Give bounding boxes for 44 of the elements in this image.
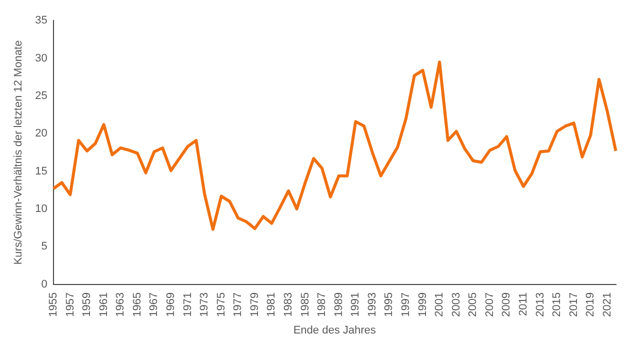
x-tick-label: 1991 (350, 292, 362, 317)
y-tick-label: 25 (35, 90, 48, 102)
x-tick-label: 2007 (484, 292, 496, 317)
x-tick-label: 1957 (64, 292, 76, 317)
x-tick-label: 2021 (601, 292, 614, 317)
x-tick-label: 1963 (114, 292, 127, 317)
x-tick-label: 1981 (266, 292, 278, 317)
y-tick-label: 35 (35, 14, 48, 27)
x-tick-label: 1993 (366, 292, 378, 317)
x-tick-label: 1961 (98, 292, 110, 317)
x-tick-label: 1965 (131, 292, 144, 317)
x-tick-label: 1995 (383, 292, 396, 317)
y-tick-label: 0 (41, 278, 48, 290)
x-tick-label: 2013 (534, 292, 546, 317)
x-tick-label: 1977 (232, 292, 244, 317)
x-tick-label: 2003 (450, 292, 462, 317)
y-tick-label: 5 (41, 240, 48, 253)
x-tick-label: 1969 (164, 292, 177, 317)
x-tick-label: 1983 (282, 292, 294, 317)
x-tick-label: 2005 (467, 292, 480, 317)
x-tick-label: 1971 (182, 292, 194, 317)
x-tick-label: 1973 (198, 292, 211, 317)
x-tick-label: 2011 (518, 292, 530, 316)
x-tick-label: 2015 (551, 292, 564, 317)
x-tick-label: 1979 (248, 292, 261, 317)
x-tick-label: 2019 (584, 292, 597, 317)
x-tick-label: 1985 (299, 292, 312, 317)
y-tick-label: 30 (35, 52, 48, 64)
y-tick-label: 10 (35, 203, 48, 216)
x-tick-label: 1967 (148, 292, 160, 317)
x-tick-label: 1955 (47, 292, 60, 317)
x-tick-label: 1997 (400, 292, 412, 317)
x-axis-title: Ende des Jahres (293, 324, 376, 336)
x-tick-label: 1975 (215, 292, 228, 317)
x-tick-label: 2017 (568, 292, 580, 317)
y-tick-label: 20 (35, 128, 48, 140)
x-tick-label: 1987 (316, 292, 328, 317)
x-tick-label: 2009 (500, 292, 513, 317)
x-tick-label: 1959 (81, 292, 94, 317)
x-tick-label: 2001 (434, 292, 446, 317)
x-tick-label: 1999 (416, 292, 429, 317)
y-axis-title: Kurs/Gewinn-Verhältnis der letzten 12 Monate (12, 40, 25, 265)
y-tick-label: 15 (35, 165, 48, 178)
x-tick-label: 1989 (332, 292, 345, 317)
